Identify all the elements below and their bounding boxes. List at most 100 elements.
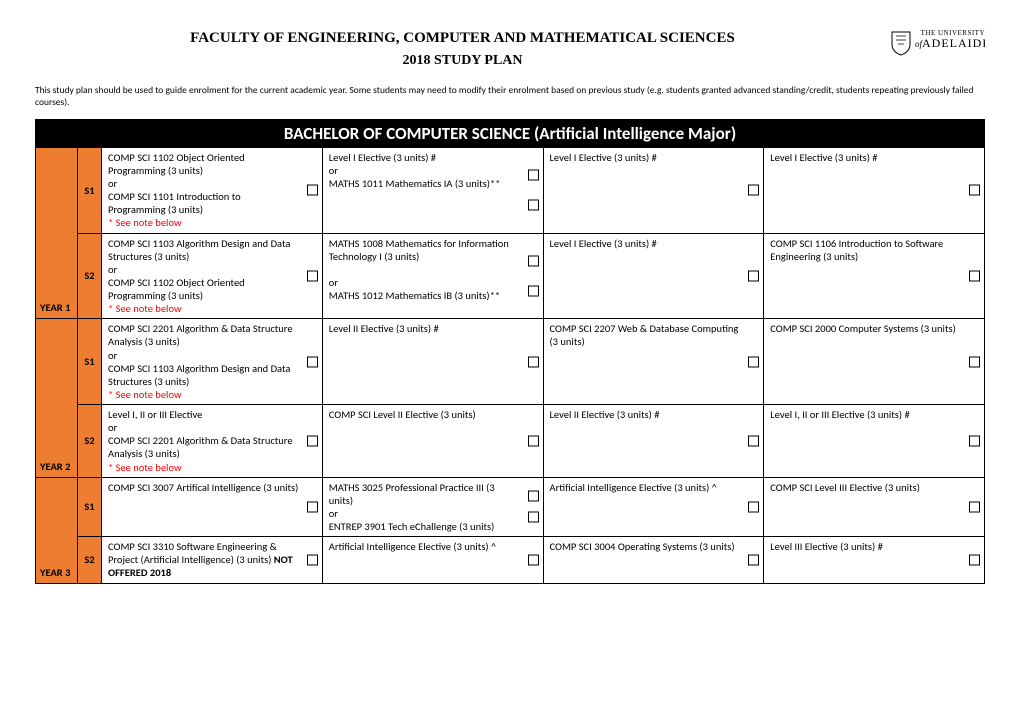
course-text: COMP SCI 3004 Operating Systems (3 units…: [550, 540, 742, 553]
year-label: YEAR 3: [36, 477, 78, 583]
course-text: COMP SCI 2207 Web & Database Computing (…: [550, 322, 742, 348]
course-cell: COMP SCI Level II Elective (3 units): [322, 405, 543, 478]
course-text: Level III Elective (3 units) #: [770, 540, 962, 553]
checkbox[interactable]: [307, 501, 318, 512]
semester-label: S1: [78, 477, 102, 537]
course-text: COMP SCI 1102 Object Oriented Programmin…: [108, 151, 300, 230]
checkbox[interactable]: [748, 554, 759, 565]
header-text: FACULTY OF ENGINEERING, COMPUTER AND MAT…: [35, 30, 890, 79]
course-text: Level I, II or III Elective (3 units) #: [770, 408, 962, 421]
checkbox[interactable]: [528, 200, 539, 211]
plan-year: 2018 STUDY PLAN: [35, 53, 890, 69]
checkbox[interactable]: [748, 270, 759, 281]
course-text: Artificial Intelligence Elective (3 unit…: [550, 481, 742, 494]
checkbox[interactable]: [528, 356, 539, 367]
course-cell: Artificial Intelligence Elective (3 unit…: [543, 477, 764, 537]
course-cell: COMP SCI Level III Elective (3 units): [764, 477, 985, 537]
not-offered-label: NOT OFFERED 2018: [108, 553, 293, 579]
logo-line2: ADELAIDE: [922, 36, 985, 50]
course-cell: COMP SCI 1106 Introduction to Software E…: [764, 233, 985, 319]
checkbox[interactable]: [748, 185, 759, 196]
shield-icon: [890, 30, 912, 56]
course-cell: Level I Elective (3 units) #: [543, 147, 764, 233]
program-title: BACHELOR OF COMPUTER SCIENCE (Artificial…: [36, 119, 985, 147]
faculty-title: FACULTY OF ENGINEERING, COMPUTER AND MAT…: [35, 30, 890, 47]
course-cell: Level I, II or III Elective (3 units) #: [764, 405, 985, 478]
see-note: * See note below: [108, 216, 181, 229]
course-cell: COMP SCI 3310 Software Engineering & Pro…: [102, 537, 323, 583]
course-text: Artificial Intelligence Elective (3 unit…: [329, 540, 521, 553]
checkbox[interactable]: [969, 270, 980, 281]
course-cell: MATHS 1008 Mathematics for Information T…: [322, 233, 543, 319]
course-text: MATHS 3025 Professional Practice III (3 …: [329, 481, 521, 534]
checkbox[interactable]: [307, 356, 318, 367]
course-cell: COMP SCI 2207 Web & Database Computing (…: [543, 319, 764, 405]
checkbox[interactable]: [528, 286, 539, 297]
checkbox[interactable]: [307, 270, 318, 281]
semester-label: S1: [78, 319, 102, 405]
checkbox[interactable]: [528, 554, 539, 565]
course-cell: Level III Elective (3 units) #: [764, 537, 985, 583]
course-cell: Level I, II or III ElectiveorCOMP SCI 22…: [102, 405, 323, 478]
course-text: Level I Elective (3 units) #: [770, 151, 962, 164]
course-cell: COMP SCI 3007 Artifical Intelligence (3 …: [102, 477, 323, 537]
checkbox[interactable]: [969, 501, 980, 512]
course-text: Level II Elective (3 units) #: [329, 322, 521, 335]
semester-label: S2: [78, 405, 102, 478]
checkbox[interactable]: [969, 435, 980, 446]
course-text: COMP SCI 1103 Algorithm Design and Data …: [108, 237, 300, 316]
see-note: * See note below: [108, 302, 181, 315]
checkbox[interactable]: [307, 185, 318, 196]
checkbox[interactable]: [528, 512, 539, 523]
semester-label: S2: [78, 233, 102, 319]
checkbox[interactable]: [969, 356, 980, 367]
course-text: COMP SCI 3310 Software Engineering & Pro…: [108, 540, 300, 579]
course-cell: COMP SCI 3004 Operating Systems (3 units…: [543, 537, 764, 583]
course-cell: MATHS 3025 Professional Practice III (3 …: [322, 477, 543, 537]
course-text: COMP SCI 2000 Computer Systems (3 units): [770, 322, 962, 335]
checkbox[interactable]: [307, 435, 318, 446]
semester-label: S2: [78, 537, 102, 583]
course-cell: COMP SCI 2000 Computer Systems (3 units): [764, 319, 985, 405]
course-cell: Level I Elective (3 units) #: [543, 233, 764, 319]
course-text: COMP SCI Level III Elective (3 units): [770, 481, 962, 494]
course-text: Level II Elective (3 units) #: [550, 408, 742, 421]
course-text: Level I Elective (3 units) #: [550, 237, 742, 250]
course-cell: COMP SCI 2201 Algorithm & Data Structure…: [102, 319, 323, 405]
checkbox[interactable]: [969, 185, 980, 196]
university-logo: THE UNIVERSITY ofADELAIDE: [890, 30, 985, 56]
year-label: YEAR 1: [36, 147, 78, 319]
course-cell: Level I Elective (3 units) #orMATHS 1011…: [322, 147, 543, 233]
checkbox[interactable]: [528, 491, 539, 502]
course-cell: COMP SCI 1102 Object Oriented Programmin…: [102, 147, 323, 233]
see-note: * See note below: [108, 461, 181, 474]
course-text: COMP SCI 2201 Algorithm & Data Structure…: [108, 322, 300, 401]
see-note: * See note below: [108, 388, 181, 401]
course-cell: Level II Elective (3 units) #: [543, 405, 764, 478]
course-cell: Artificial Intelligence Elective (3 unit…: [322, 537, 543, 583]
checkbox[interactable]: [307, 554, 318, 565]
checkbox[interactable]: [748, 435, 759, 446]
course-text: Level I Elective (3 units) #orMATHS 1011…: [329, 151, 521, 190]
course-text: MATHS 1008 Mathematics for Information T…: [329, 237, 521, 303]
year-label: YEAR 2: [36, 319, 78, 477]
course-cell: Level I Elective (3 units) #: [764, 147, 985, 233]
logo-of: of: [915, 39, 922, 49]
intro-text: This study plan should be used to guide …: [35, 85, 985, 109]
course-cell: Level II Elective (3 units) #: [322, 319, 543, 405]
course-text: COMP SCI 1106 Introduction to Software E…: [770, 237, 962, 263]
course-text: Level I, II or III ElectiveorCOMP SCI 22…: [108, 408, 300, 474]
checkbox[interactable]: [528, 255, 539, 266]
course-text: COMP SCI 3007 Artifical Intelligence (3 …: [108, 481, 300, 494]
checkbox[interactable]: [969, 554, 980, 565]
study-plan-table: BACHELOR OF COMPUTER SCIENCE (Artificial…: [35, 119, 985, 584]
checkbox[interactable]: [528, 169, 539, 180]
course-text: COMP SCI Level II Elective (3 units): [329, 408, 521, 421]
course-cell: COMP SCI 1103 Algorithm Design and Data …: [102, 233, 323, 319]
course-text: Level I Elective (3 units) #: [550, 151, 742, 164]
checkbox[interactable]: [528, 435, 539, 446]
semester-label: S1: [78, 147, 102, 233]
checkbox[interactable]: [748, 356, 759, 367]
checkbox[interactable]: [748, 501, 759, 512]
page-header: FACULTY OF ENGINEERING, COMPUTER AND MAT…: [35, 30, 985, 79]
